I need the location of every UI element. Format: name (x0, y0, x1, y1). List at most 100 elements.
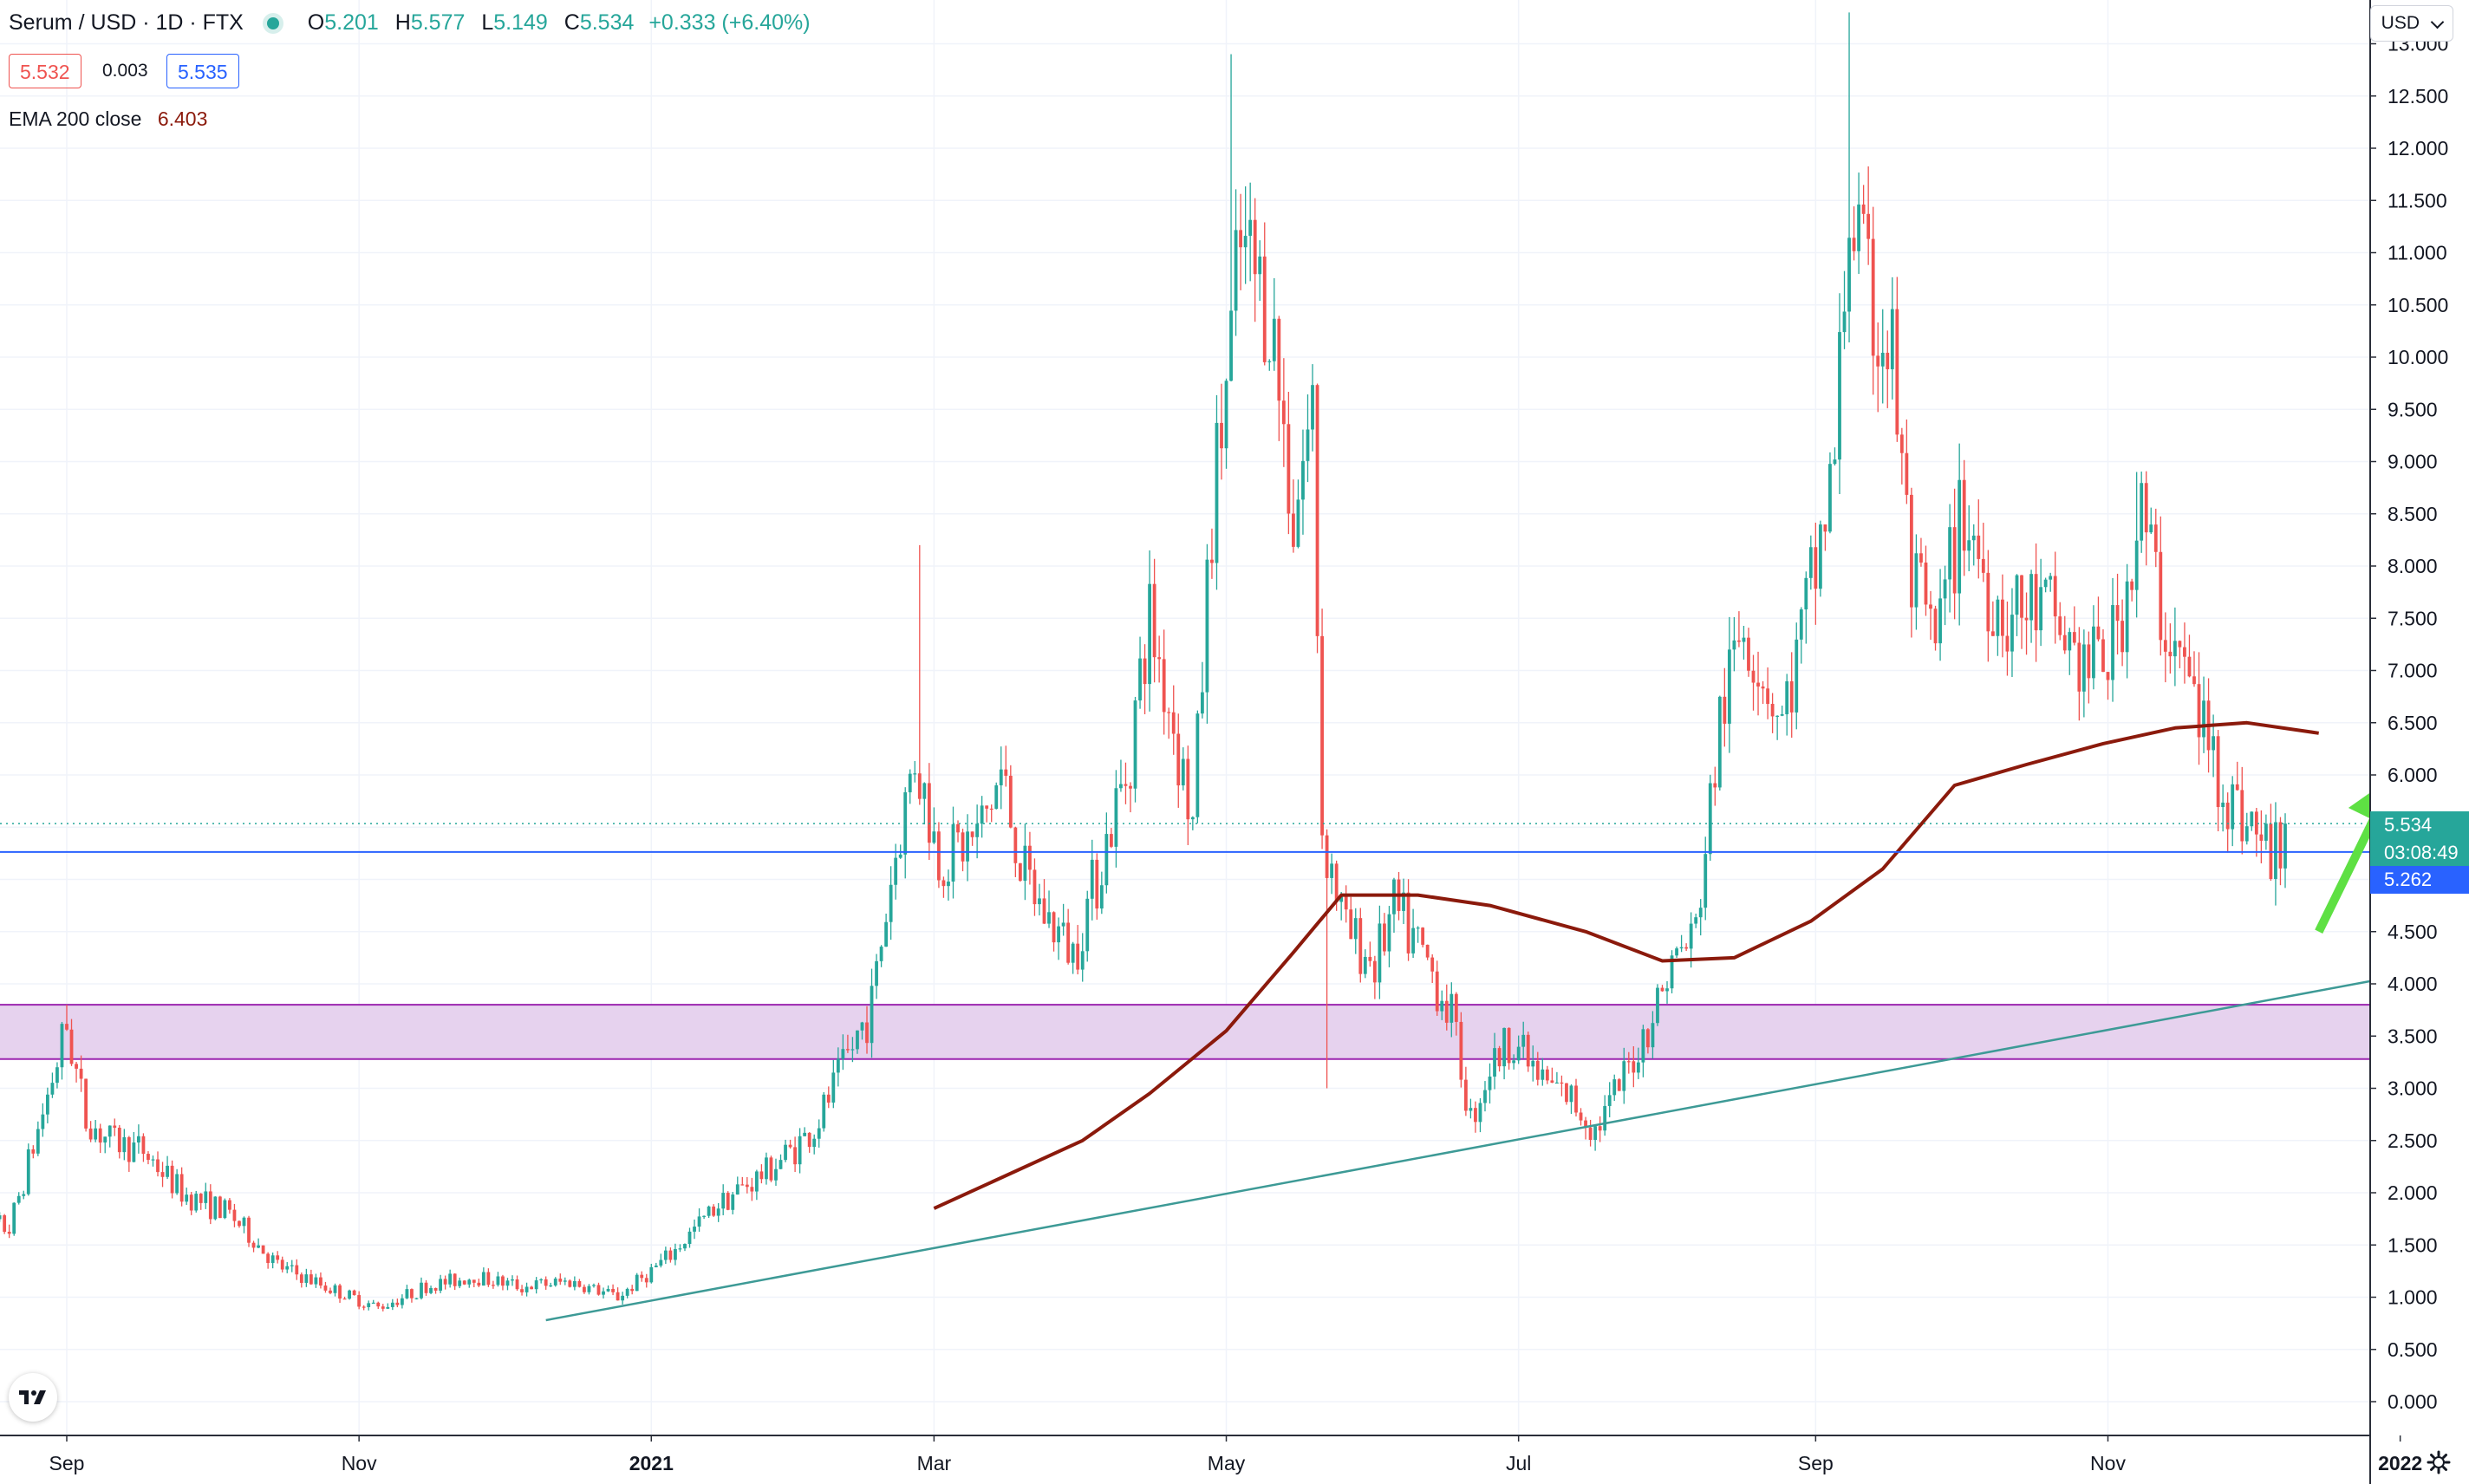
candle[interactable] (611, 1284, 615, 1296)
candle[interactable] (1833, 447, 1837, 466)
candle[interactable] (1842, 270, 1847, 349)
candle[interactable] (1516, 1035, 1521, 1064)
candle[interactable] (79, 1055, 83, 1092)
candle[interactable] (793, 1136, 798, 1173)
candle[interactable] (400, 1294, 404, 1309)
candle[interactable] (386, 1303, 390, 1310)
candle[interactable] (841, 1034, 845, 1071)
candle[interactable] (439, 1274, 443, 1293)
candle[interactable] (357, 1291, 362, 1310)
candle[interactable] (208, 1184, 212, 1225)
candle[interactable] (1402, 878, 1405, 925)
candle[interactable] (31, 1145, 36, 1159)
candle[interactable] (1665, 980, 1669, 1004)
candle[interactable] (1281, 358, 1286, 467)
candle[interactable] (65, 1005, 68, 1032)
candle[interactable] (371, 1299, 375, 1304)
candle[interactable] (740, 1176, 745, 1186)
candle[interactable] (1713, 766, 1717, 806)
candle[interactable] (2029, 570, 2033, 643)
candle[interactable] (299, 1272, 303, 1288)
candle[interactable] (812, 1134, 817, 1155)
candle[interactable] (1383, 913, 1386, 956)
candle[interactable] (583, 1284, 586, 1294)
candle[interactable] (2216, 730, 2220, 831)
candle[interactable] (352, 1289, 356, 1296)
candle[interactable] (7, 1224, 11, 1239)
candle[interactable] (16, 1192, 21, 1205)
support-zone-rectangle[interactable] (0, 1004, 2469, 1060)
candle[interactable] (1042, 879, 1046, 924)
candle[interactable] (1990, 601, 1995, 636)
candle[interactable] (1766, 667, 1769, 719)
candle[interactable] (1478, 1097, 1482, 1133)
candle[interactable] (1023, 823, 1027, 901)
candle[interactable] (257, 1238, 260, 1249)
candle[interactable] (228, 1198, 231, 1214)
candle[interactable] (961, 828, 965, 872)
candle[interactable] (778, 1154, 783, 1169)
candle[interactable] (1167, 707, 1171, 739)
candle[interactable] (113, 1118, 117, 1136)
candle[interactable] (1085, 890, 1090, 962)
candle[interactable] (2159, 516, 2163, 656)
candle[interactable] (1554, 1071, 1559, 1084)
candle[interactable] (1660, 985, 1664, 993)
candle[interactable] (1727, 616, 1731, 753)
candle[interactable] (850, 1037, 855, 1063)
candle[interactable] (1560, 1075, 1564, 1097)
candle[interactable] (894, 843, 898, 900)
candle[interactable] (2168, 623, 2173, 674)
candle[interactable] (1497, 1045, 1502, 1072)
candle[interactable] (1622, 1047, 1626, 1104)
candle[interactable] (563, 1277, 567, 1285)
candle[interactable] (1444, 984, 1449, 1031)
candle[interactable] (1717, 695, 1722, 791)
candle[interactable] (846, 1034, 850, 1053)
candle[interactable] (2062, 615, 2067, 654)
candle[interactable] (663, 1246, 668, 1265)
candle[interactable] (55, 1062, 59, 1089)
candle[interactable] (1301, 429, 1305, 535)
candle[interactable] (2039, 558, 2043, 647)
candle[interactable] (2254, 807, 2258, 857)
candle[interactable] (903, 787, 908, 879)
candle[interactable] (2134, 472, 2139, 618)
candle[interactable] (45, 1087, 49, 1123)
candle[interactable] (937, 822, 941, 888)
candle[interactable] (592, 1283, 596, 1288)
candle[interactable] (2096, 596, 2101, 641)
candle[interactable] (1378, 905, 1382, 999)
candle[interactable] (462, 1279, 466, 1285)
candle[interactable] (1368, 941, 1372, 967)
candle[interactable] (721, 1184, 726, 1215)
candle[interactable] (26, 1143, 30, 1196)
candle[interactable] (1871, 206, 1875, 395)
candle[interactable] (1114, 770, 1118, 868)
candle[interactable] (1080, 933, 1085, 982)
candle[interactable] (1004, 745, 1008, 787)
candle[interactable] (1632, 1046, 1636, 1088)
candle[interactable] (1306, 394, 1310, 483)
candle[interactable] (635, 1272, 639, 1292)
candle[interactable] (75, 1061, 78, 1083)
candle[interactable] (1799, 607, 1803, 664)
candle[interactable] (261, 1245, 265, 1254)
candle[interactable] (472, 1279, 476, 1288)
candle[interactable] (3, 1214, 7, 1234)
candle[interactable] (2101, 628, 2105, 673)
candle[interactable] (2077, 627, 2081, 721)
candle[interactable] (1646, 1028, 1650, 1054)
candle[interactable] (2015, 574, 2019, 636)
candle[interactable] (467, 1279, 472, 1288)
candle[interactable] (1066, 908, 1071, 965)
candle[interactable] (1981, 523, 1985, 583)
candle[interactable] (1952, 488, 1957, 620)
candle[interactable] (60, 1021, 64, 1080)
candle[interactable] (1565, 1083, 1568, 1105)
candle[interactable] (1866, 166, 1871, 265)
candle[interactable] (1258, 240, 1262, 302)
candle[interactable] (765, 1152, 768, 1185)
candle[interactable] (251, 1240, 256, 1253)
